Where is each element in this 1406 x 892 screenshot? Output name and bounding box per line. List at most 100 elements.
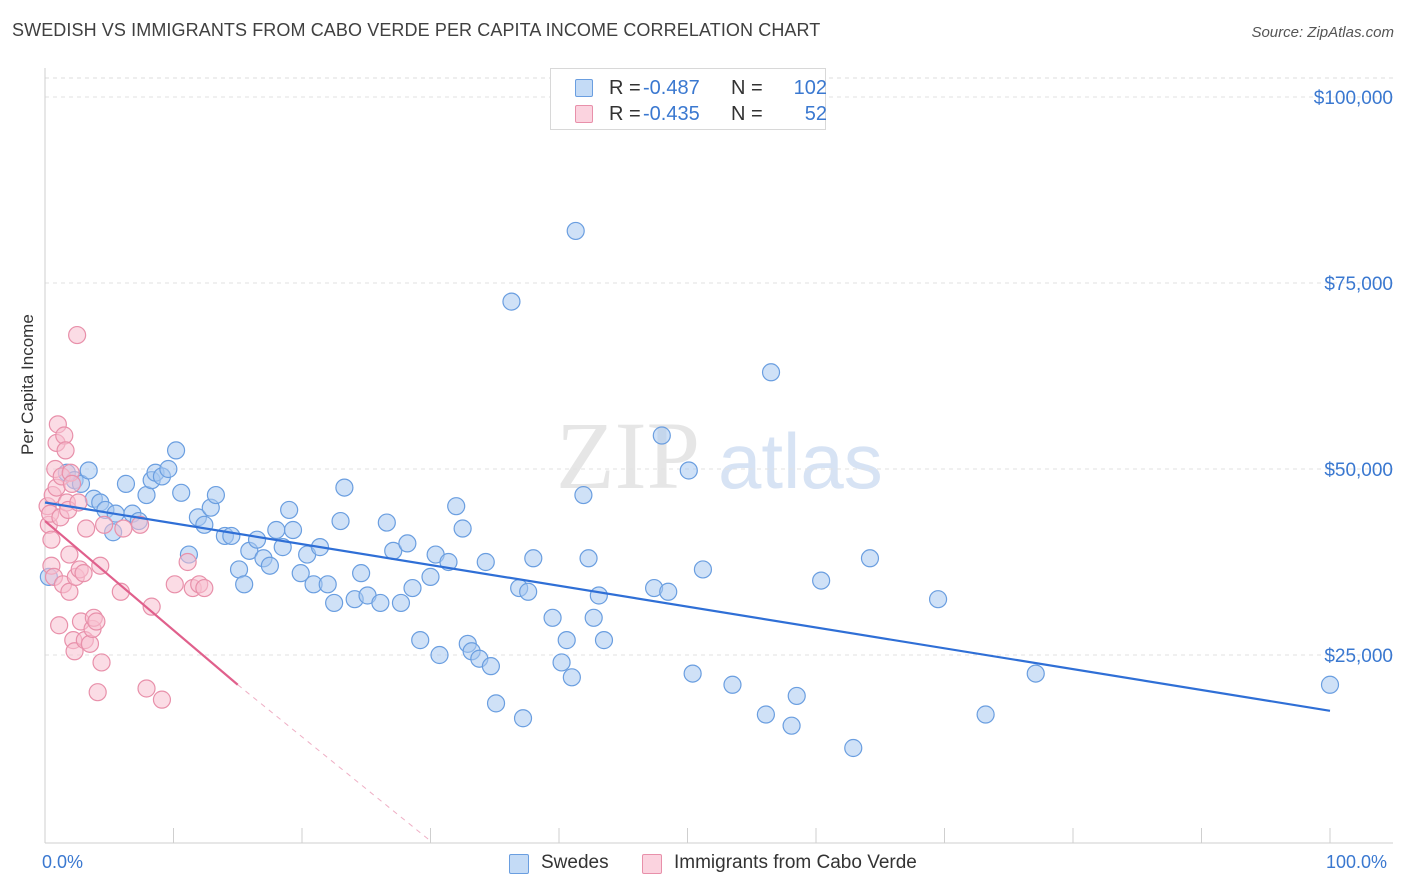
- data-point: [403, 578, 422, 598]
- data-point: [195, 515, 214, 534]
- y-tick-label: $75,000: [1324, 274, 1393, 295]
- bottom-legend-label-cabo-verde: Immigrants from Cabo Verde: [674, 852, 917, 873]
- data-point: [91, 556, 110, 575]
- data-point: [331, 511, 350, 531]
- data-point: [87, 612, 106, 631]
- legend-n-label: N =: [731, 77, 763, 99]
- chart-title: SWEDISH VS IMMIGRANTS FROM CABO VERDE PE…: [12, 20, 821, 40]
- correlation-legend: R = -0.487 N = 102 R = -0.435 N = 52: [550, 68, 827, 130]
- data-point: [513, 709, 533, 728]
- data-point: [206, 485, 226, 505]
- data-point: [142, 597, 161, 616]
- data-point: [318, 575, 337, 594]
- data-point: [325, 593, 344, 613]
- data-point: [976, 705, 995, 724]
- data-point: [411, 631, 430, 650]
- trend-line-cabo-verde: [44, 520, 239, 686]
- data-point: [116, 474, 136, 493]
- data-point: [159, 459, 178, 479]
- legend-n-label: N =: [731, 103, 763, 125]
- data-point: [679, 461, 698, 480]
- data-point: [502, 292, 521, 311]
- data-point: [844, 738, 863, 758]
- axes: [44, 68, 1393, 844]
- data-point: [152, 690, 172, 709]
- data-point: [172, 483, 191, 502]
- y-tick-labels: $25,000 $50,000 $75,000 $100,000: [1314, 88, 1393, 667]
- data-point: [114, 519, 133, 538]
- data-point: [453, 519, 472, 538]
- trend-line-swedes: [44, 501, 1331, 712]
- data-point: [476, 552, 495, 572]
- data-point: [761, 363, 781, 382]
- data-point: [88, 683, 107, 702]
- legend-n-value: 52: [804, 103, 827, 125]
- data-point: [260, 556, 279, 575]
- data-point: [130, 515, 150, 534]
- data-point: [273, 538, 292, 557]
- legend-n-value: 102: [793, 77, 827, 99]
- data-point: [594, 631, 614, 650]
- data-point: [524, 549, 543, 568]
- data-point: [659, 582, 678, 601]
- data-point: [352, 564, 371, 583]
- data-point: [65, 642, 84, 661]
- data-point: [60, 545, 79, 564]
- source-label: Source: ZipAtlas.com: [1251, 24, 1394, 41]
- x-tick-label-max: 100.0%: [1326, 852, 1388, 872]
- data-point: [377, 513, 396, 532]
- trend-extension-cabo-verde: [237, 684, 431, 842]
- data-point: [79, 461, 98, 480]
- data-point: [398, 534, 417, 553]
- data-point: [589, 586, 608, 605]
- data-point: [92, 653, 111, 672]
- data-point: [543, 608, 562, 627]
- data-point: [42, 530, 61, 549]
- data-point: [335, 478, 354, 497]
- data-point: [195, 578, 214, 598]
- data-point: [756, 705, 775, 724]
- legend-swatch-cabo-verde: [575, 105, 593, 123]
- data-point: [74, 564, 93, 583]
- data-point: [421, 567, 440, 586]
- legend-r-value: -0.435: [643, 103, 700, 125]
- y-tick-label: $50,000: [1324, 460, 1393, 481]
- data-point: [280, 500, 299, 520]
- data-point: [557, 631, 576, 650]
- data-point: [178, 552, 197, 572]
- y-tick-label: $100,000: [1314, 88, 1393, 109]
- data-point: [165, 575, 184, 594]
- data-points: [38, 221, 1340, 758]
- data-point: [566, 221, 585, 241]
- data-point: [50, 616, 69, 635]
- legend-r-label: R =: [609, 103, 641, 125]
- data-point: [519, 582, 538, 601]
- legend-r-value: -0.487: [643, 77, 700, 99]
- legend-r-label: R =: [609, 77, 641, 99]
- data-point: [291, 564, 310, 583]
- trend-lines: [44, 501, 1331, 842]
- bottom-legend-swatch-cabo-verde: [642, 854, 662, 874]
- data-point: [56, 441, 75, 460]
- data-point: [787, 686, 806, 706]
- data-point: [1026, 664, 1045, 683]
- data-point: [166, 441, 186, 460]
- data-point: [552, 653, 571, 672]
- data-point: [371, 593, 390, 613]
- data-point: [77, 519, 96, 538]
- data-point: [68, 325, 87, 345]
- data-point: [95, 515, 114, 534]
- data-point: [447, 497, 466, 516]
- data-point: [486, 694, 506, 713]
- watermark: ZIP atlas: [556, 402, 883, 509]
- data-point: [391, 593, 411, 613]
- data-point: [235, 575, 254, 594]
- data-point: [62, 474, 82, 493]
- data-point: [1320, 675, 1340, 694]
- data-point: [222, 526, 241, 546]
- data-point: [812, 571, 831, 590]
- data-point: [928, 590, 948, 609]
- data-point: [574, 485, 593, 505]
- data-point: [860, 549, 880, 568]
